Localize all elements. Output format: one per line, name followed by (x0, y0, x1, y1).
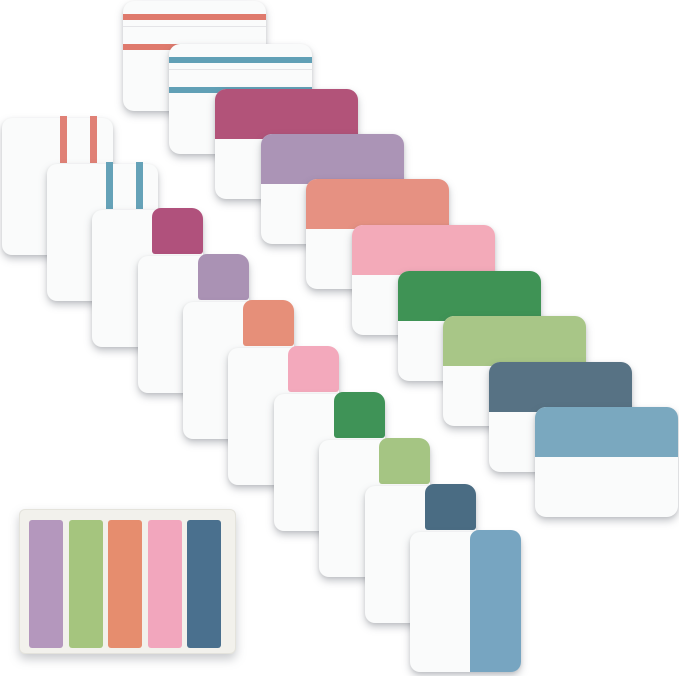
color-corner-tab (425, 484, 476, 530)
tab-card-light-blue (535, 407, 678, 517)
tab-edge-stripe (136, 162, 143, 209)
color-corner-tab (288, 346, 339, 392)
tab-edge-stripe (106, 162, 113, 209)
color-tab-header (261, 134, 404, 184)
tab-card-light-blue-side (410, 530, 521, 672)
color-side-tab (470, 530, 521, 672)
color-corner-tab (334, 392, 385, 438)
page-edge-line (169, 69, 312, 70)
flag-strip-slate (187, 520, 221, 648)
color-tab-header (306, 179, 449, 229)
color-tab-header (398, 271, 541, 321)
color-corner-tab (198, 254, 249, 300)
color-tab-header (443, 316, 586, 366)
flag-strip-pink (148, 520, 182, 648)
tab-edge-stripe (123, 14, 266, 20)
color-tab-header (352, 225, 495, 275)
color-tab-header (215, 89, 358, 139)
flag-pack (19, 509, 236, 654)
tab-edge-stripe (90, 116, 97, 163)
color-corner-tab (379, 438, 430, 484)
color-tab-header (535, 407, 678, 457)
flag-strip-salmon (108, 520, 142, 648)
flag-strip-lavender (29, 520, 63, 648)
tab-edge-stripe (169, 57, 312, 63)
color-corner-tab (152, 208, 203, 254)
color-tab-header (489, 362, 632, 412)
flag-strip-green (69, 520, 103, 648)
tab-edge-stripe (60, 116, 67, 163)
page-edge-line (123, 26, 266, 27)
color-corner-tab (243, 300, 294, 346)
